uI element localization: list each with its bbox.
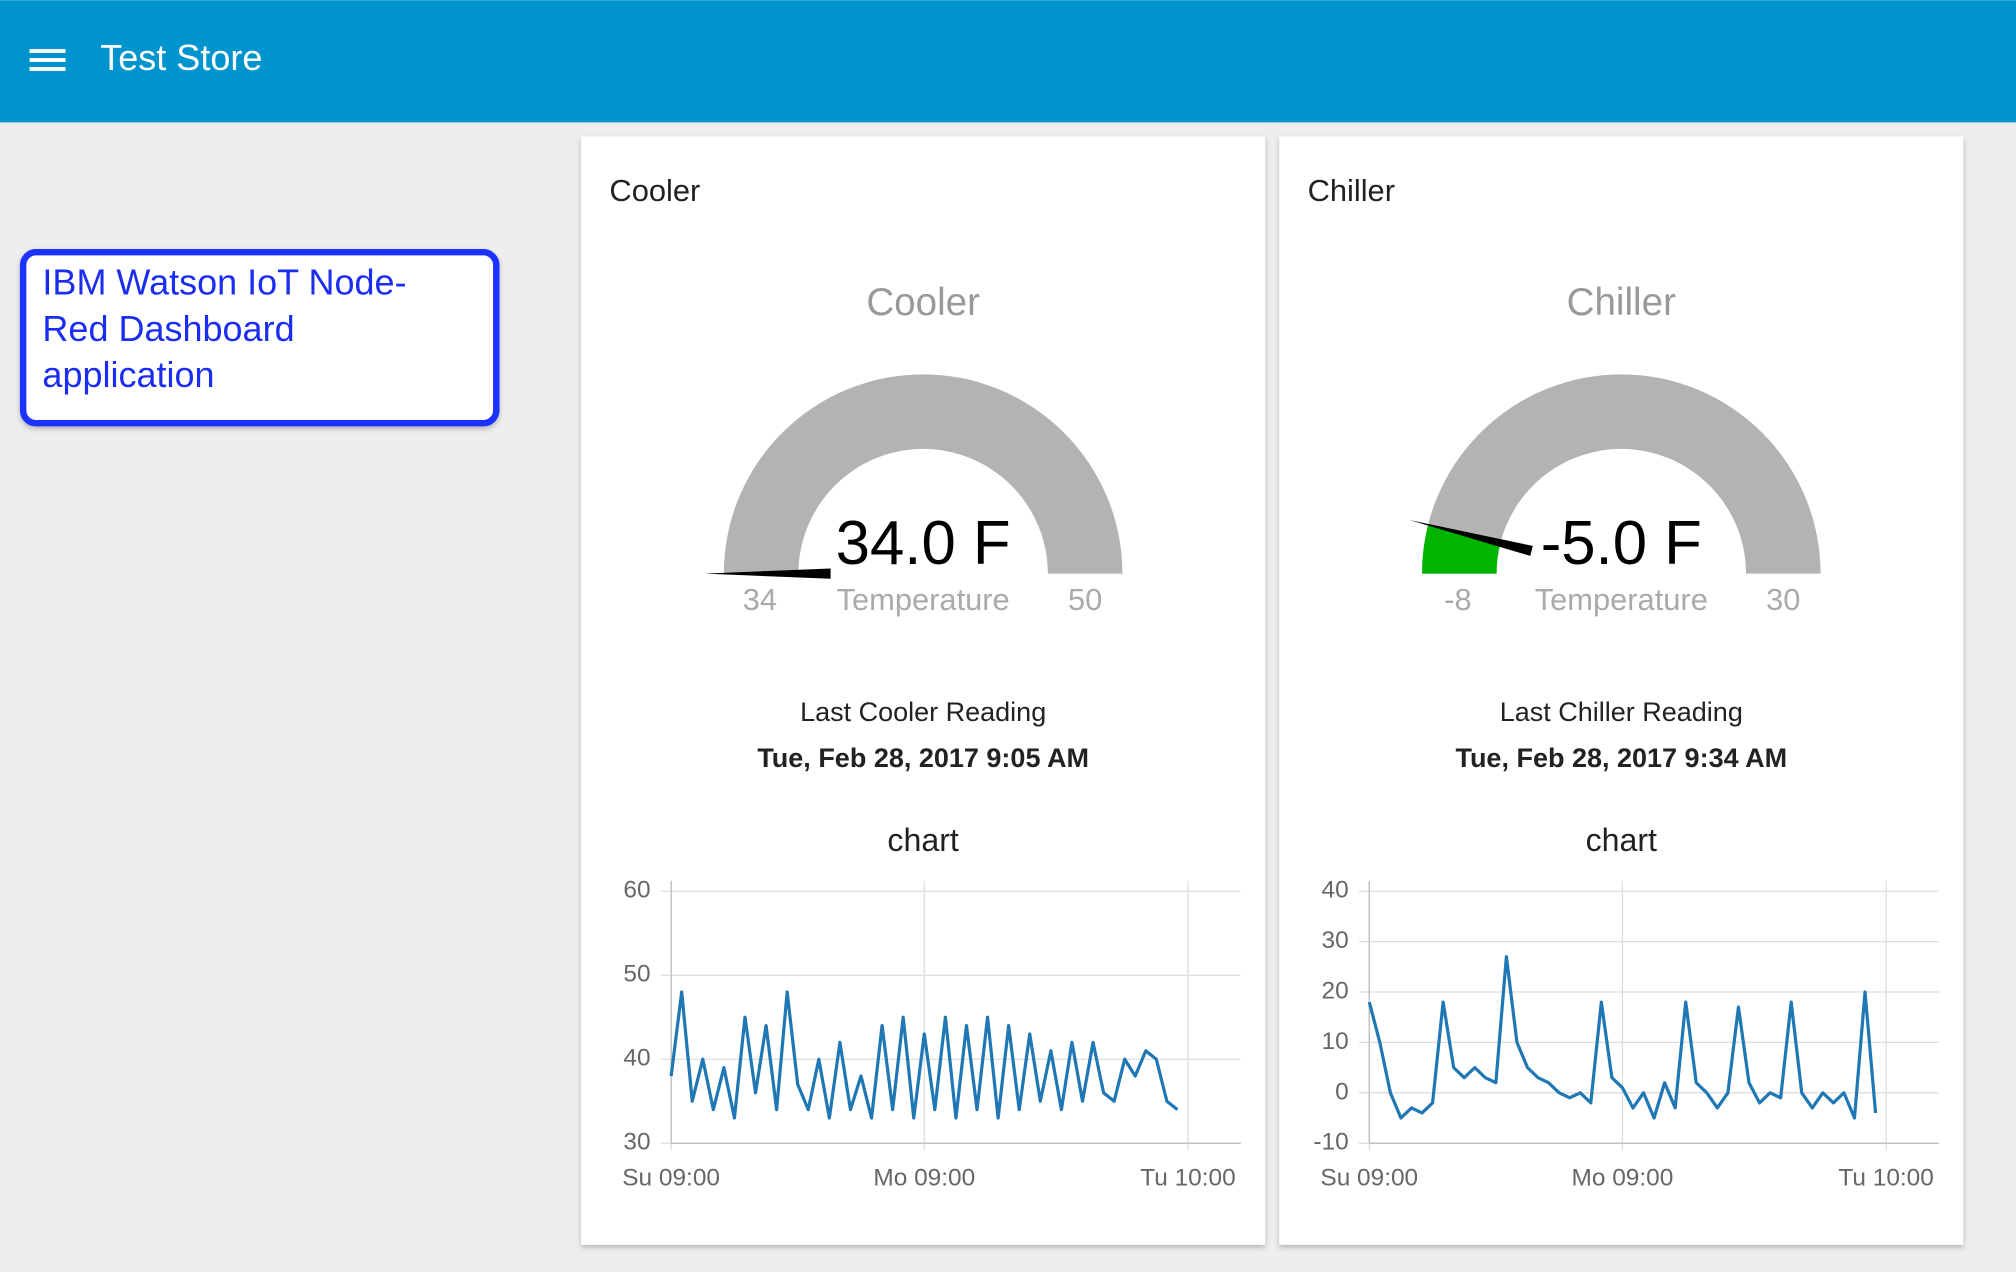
y-tick-label: 50 <box>623 961 650 988</box>
gauge-track <box>723 374 1123 574</box>
line-series <box>1367 955 1878 1120</box>
reading-label: Last Cooler Reading <box>800 697 1046 727</box>
gauge-title: Chiller <box>1567 281 1676 324</box>
chart-title: chart <box>887 822 958 858</box>
callout: IBM Watson IoT Node-Red Dashboard applic… <box>42 262 407 395</box>
reading-time: Tue, Feb 28, 2017 9:05 AM <box>757 743 1089 773</box>
card: Chiller Chiller -5.0 F -8 30 Temperature Last … <box>1279 136 1964 1245</box>
gauge-min: 34 <box>743 582 777 617</box>
gauge-fill <box>1422 524 1501 574</box>
x-tick-label: Mo 09:00 <box>873 1165 975 1192</box>
y-tick-label: 40 <box>623 1045 650 1072</box>
x-tick-label: Tu 10:00 <box>1838 1165 1933 1192</box>
menu-bar <box>29 58 66 62</box>
card-background <box>581 136 1266 1245</box>
gauge-track <box>1422 374 1821 574</box>
y-tick-label: 40 <box>1322 877 1349 904</box>
chart-title: chart <box>1586 822 1657 858</box>
gauge-needle <box>1409 519 1533 556</box>
card-title: Chiller <box>1308 173 1395 208</box>
card-background <box>1279 136 1964 1245</box>
line-series <box>669 990 1179 1120</box>
gauge-value: -5.0 F <box>1541 509 1702 578</box>
y-tick-label: 30 <box>623 1129 650 1156</box>
card: Cooler Cooler 34.0 F 34 50 Temperature Last Co… <box>581 136 1266 1245</box>
menu-bar <box>29 67 66 71</box>
x-tick-label: Mo 09:00 <box>1572 1165 1674 1192</box>
x-tick-label: Su 09:00 <box>622 1165 720 1192</box>
gauge-label: Temperature <box>1535 582 1708 617</box>
gauge-max: 50 <box>1068 582 1102 617</box>
toolbar-title: Test Store <box>100 37 262 78</box>
gauge-label: Temperature <box>837 582 1010 617</box>
gauge-title: Cooler <box>866 281 980 324</box>
reading-time: Tue, Feb 28, 2017 9:34 AM <box>1455 743 1787 773</box>
callout-box <box>19 249 500 427</box>
menu-bar <box>29 49 66 53</box>
callout-text: IBM Watson IoT Node-Red Dashboard applic… <box>42 262 407 395</box>
x-tick-label: Su 09:00 <box>1320 1165 1418 1192</box>
gauge-value: 34.0 F <box>836 509 1011 578</box>
y-tick-label: 10 <box>1322 1028 1349 1055</box>
card-title: Cooler <box>609 173 700 208</box>
gauge-max: 30 <box>1766 582 1800 617</box>
y-tick-label: 30 <box>1322 927 1349 954</box>
x-tick-label: Tu 10:00 <box>1140 1165 1235 1192</box>
gauge-needle <box>704 568 831 579</box>
gauge-min: -8 <box>1444 582 1471 617</box>
y-tick-label: 20 <box>1322 977 1349 1004</box>
y-tick-label: 60 <box>623 877 650 904</box>
y-tick-label: -10 <box>1313 1129 1348 1156</box>
reading-label: Last Chiller Reading <box>1500 697 1743 727</box>
toolbar <box>0 0 2016 123</box>
y-tick-label: 0 <box>1335 1078 1349 1105</box>
menu-button[interactable] <box>29 49 66 71</box>
